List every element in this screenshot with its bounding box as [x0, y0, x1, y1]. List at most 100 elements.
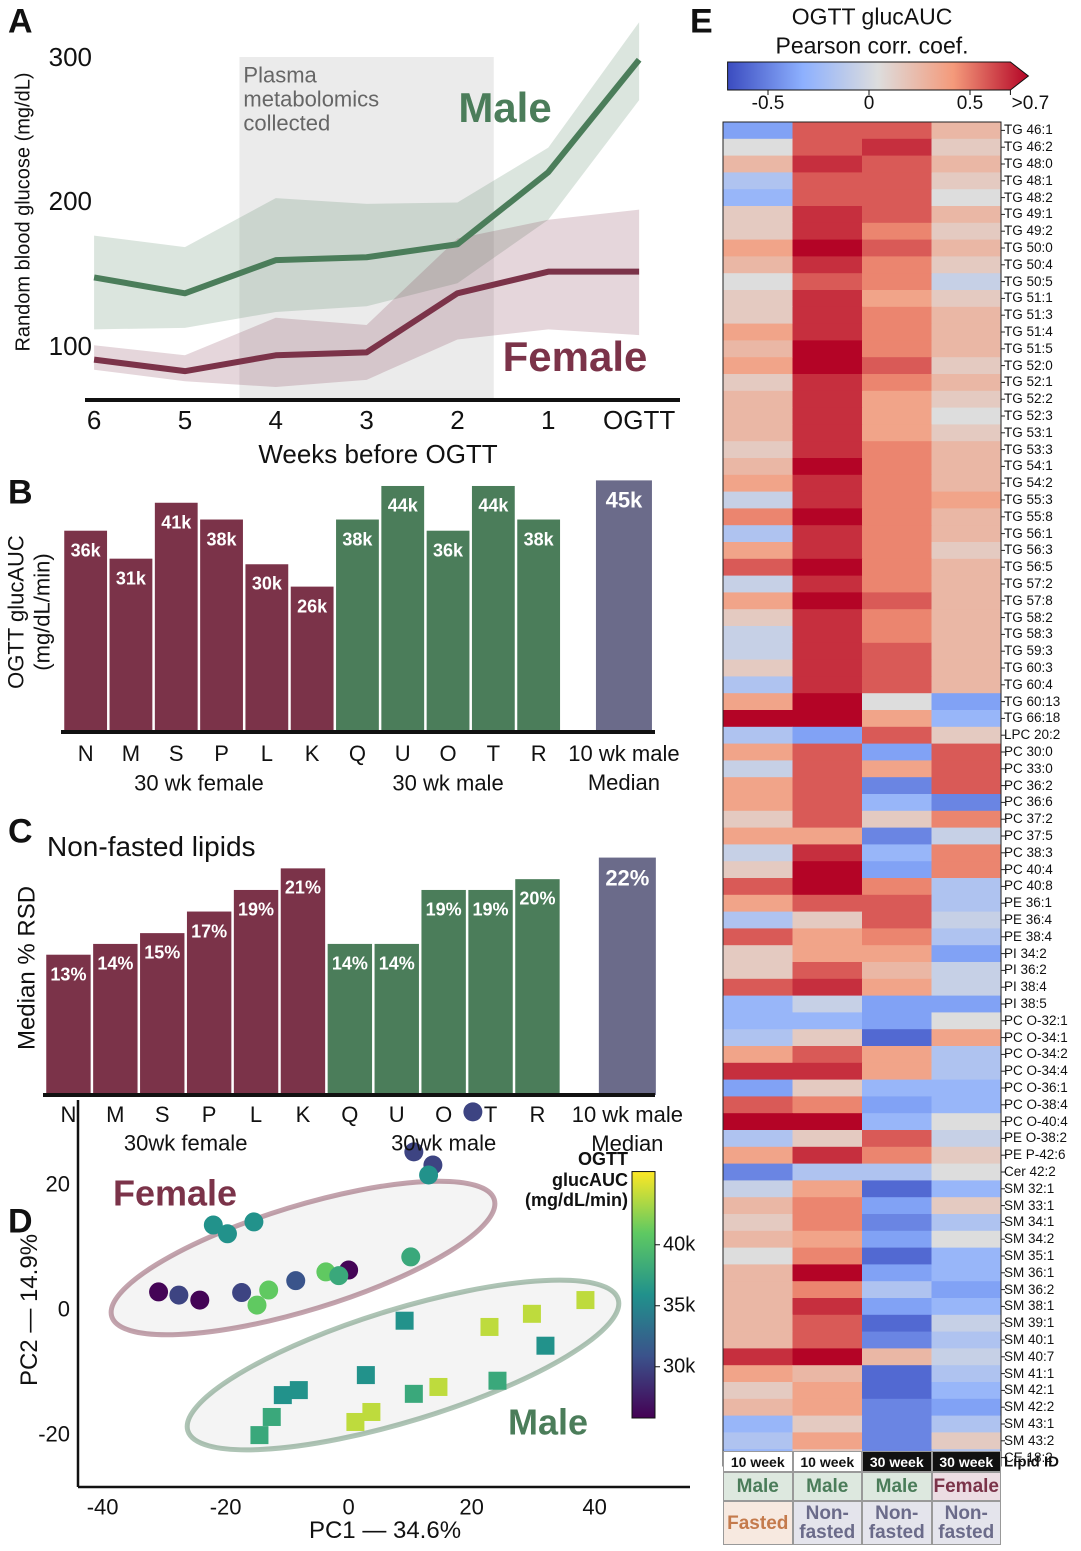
- heatmap-cell: [723, 1079, 793, 1097]
- value-label: 19%: [425, 899, 462, 920]
- heatmap-cell: [862, 306, 932, 325]
- heatmap-cell: [931, 760, 1002, 778]
- heatmap-cell: [931, 374, 1002, 392]
- row-label: SM 32:1: [1004, 1181, 1055, 1197]
- heatmap-cell: [862, 844, 932, 862]
- heatmap-cell: [931, 693, 1002, 711]
- colorbar-tick-label: 0: [863, 93, 875, 115]
- heatmap-cell: [723, 474, 793, 493]
- point: [190, 1290, 210, 1310]
- collection-window-label: Plasma metabolomics collected: [243, 62, 380, 137]
- row-label: PC O-36:1: [1004, 1080, 1068, 1096]
- heatmap-cell: [862, 1079, 932, 1097]
- heatmap-cell: [862, 542, 932, 560]
- bar: [517, 519, 561, 732]
- heatmap-cell: [862, 323, 932, 341]
- heatmap-cell: [723, 357, 793, 375]
- value-label: 20%: [519, 888, 556, 909]
- heatmap-cell: [931, 1197, 1002, 1215]
- heatmap-cell: [723, 1214, 793, 1232]
- heatmap-cell: [931, 256, 1002, 274]
- heatmap-cell: [931, 642, 1002, 661]
- bar: [595, 480, 652, 732]
- heatmap-cell: [862, 710, 932, 728]
- bar: [290, 586, 334, 732]
- point: [169, 1285, 189, 1305]
- heatmap-cell: [792, 609, 863, 627]
- column-sex: Male: [862, 1472, 932, 1501]
- x-tick-label: K: [304, 741, 320, 766]
- chart-title: OGTT glucAUC Pearson corr. coef.: [775, 3, 969, 58]
- heatmap-cell: [931, 676, 1002, 694]
- heatmap-cell: [723, 810, 793, 829]
- heatmap-cell: [862, 1113, 932, 1131]
- x-tick-label: 20: [459, 1494, 484, 1520]
- heatmap-cell: [792, 878, 863, 896]
- heatmap-cell: [862, 189, 932, 207]
- heatmap-cell: [792, 1062, 863, 1081]
- heatmap-cell: [862, 1365, 932, 1383]
- heatmap-cell: [931, 777, 1002, 795]
- heatmap-cell: [723, 206, 793, 224]
- heatmap-cell: [723, 1012, 793, 1030]
- point: [289, 1381, 308, 1400]
- point: [522, 1304, 541, 1323]
- heatmap-cell: [792, 340, 863, 358]
- heatmap-cell: [792, 743, 863, 761]
- heatmap-cell: [723, 273, 793, 291]
- heatmap-cell: [862, 642, 932, 661]
- value-label: 14%: [97, 953, 134, 974]
- heatmap-cell: [723, 827, 793, 845]
- heatmap-cell: [723, 1281, 793, 1299]
- heatmap-cell: [862, 1281, 932, 1299]
- heatmap-cell: [931, 844, 1002, 862]
- heatmap-cell: [723, 508, 793, 526]
- heatmap-cell: [862, 1264, 932, 1282]
- y-tick-label: 300: [48, 42, 92, 73]
- heatmap-cell: [723, 710, 793, 728]
- heatmap-cell: [792, 122, 863, 140]
- row-label: PE 38:4: [1004, 929, 1053, 945]
- row-label: TG 48:2: [1004, 189, 1053, 205]
- heatmap-cell: [931, 1012, 1002, 1030]
- column-age: 30 week: [862, 1451, 932, 1472]
- heatmap-cell: [723, 138, 793, 157]
- point: [329, 1266, 349, 1286]
- heatmap-cell: [792, 1264, 863, 1282]
- line: [93, 268, 640, 375]
- heatmap-cell: [723, 592, 793, 610]
- heatmap-cell: [792, 642, 863, 661]
- heatmap-cell: [792, 1197, 863, 1215]
- heatmap-cell: [862, 390, 932, 409]
- heatmap-cell: [862, 1432, 932, 1450]
- heatmap-cell: [792, 844, 863, 862]
- bar: [46, 954, 91, 1095]
- group-label: 30 wk male: [392, 770, 504, 796]
- row-label: SM 42:1: [1004, 1382, 1055, 1398]
- heatmap-cell: [723, 1029, 793, 1047]
- heatmap-cell: [792, 1415, 863, 1433]
- bar: [245, 564, 289, 732]
- heatmap-cell: [792, 374, 863, 392]
- heatmap-cell: [723, 558, 793, 577]
- colorbar-tick-label: -0.5: [751, 93, 785, 115]
- heatmap-cell: [723, 894, 793, 913]
- value-label: 31k: [115, 568, 146, 589]
- x-tick-label: 0: [342, 1494, 355, 1520]
- value-label: 36k: [70, 540, 101, 561]
- bar: [374, 943, 419, 1095]
- heatmap-cell: [862, 1146, 932, 1165]
- heatmap-cell: [862, 407, 932, 425]
- heatmap-cell: [723, 1264, 793, 1282]
- point: [429, 1377, 448, 1396]
- row-label: SM 43:2: [1004, 1433, 1055, 1449]
- row-label: TG 50:0: [1004, 240, 1053, 256]
- column-state: Non-fasted: [862, 1501, 932, 1545]
- heatmap-cell: [792, 458, 863, 476]
- row-label: Cer 42:2: [1004, 1164, 1056, 1180]
- row-label: TG 54:2: [1004, 475, 1053, 491]
- row-label: PC O-40:4: [1004, 1113, 1068, 1129]
- row-label: PC 37:2: [1004, 811, 1053, 827]
- heatmap-cell: [862, 424, 932, 442]
